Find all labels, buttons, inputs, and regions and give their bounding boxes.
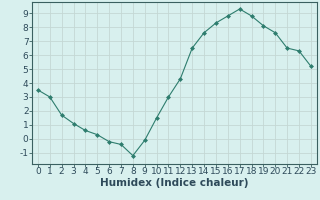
X-axis label: Humidex (Indice chaleur): Humidex (Indice chaleur)	[100, 178, 249, 188]
